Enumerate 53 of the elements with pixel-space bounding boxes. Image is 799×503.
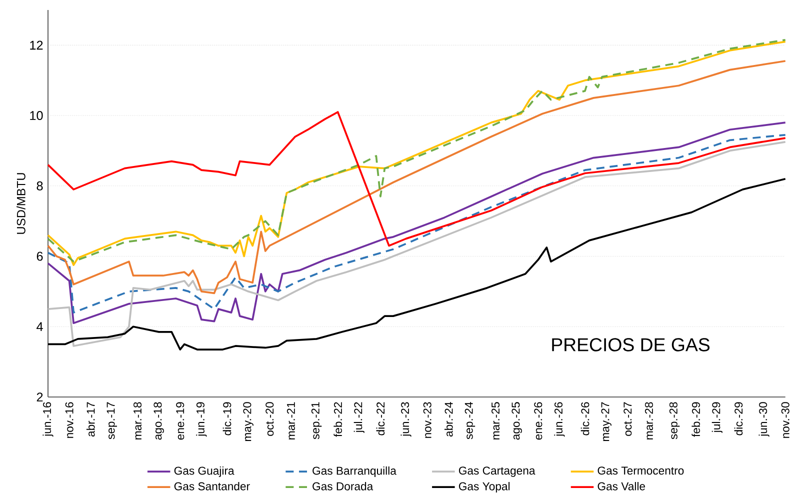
line-series (47, 60, 786, 294)
x-tick-label: ene.-19 (176, 402, 184, 440)
x-tick-label: mar.-28 (644, 402, 653, 440)
x-tick-label: jun.-26 (554, 402, 565, 437)
legend-label: Gas Termocentro (598, 466, 684, 475)
y-tick-label: 2 (36, 392, 43, 402)
legend-label: Gas Valle (598, 482, 646, 490)
x-tick-label: mar.-25 (492, 402, 500, 440)
x-tick-label: feb.-22 (334, 402, 342, 437)
x-tick-label: nov.-30 (781, 402, 790, 438)
x-tick-label: ago.-25 (512, 402, 522, 440)
x-tick-label: jul.-22 (354, 402, 364, 433)
x-tick-label: sep.-17 (106, 402, 117, 440)
y-tick-label: 10 (30, 111, 43, 120)
line-series (47, 178, 786, 350)
legend-label: Gas Santander (174, 482, 250, 490)
x-tick-label: may.-20 (243, 402, 254, 442)
x-tick-label: nov.-16 (65, 402, 74, 438)
annotation: PRECIOS DE GAS (552, 338, 710, 352)
legend-label: Gas Barranquilla (312, 466, 396, 478)
legend-label: Gas Guajira (174, 466, 234, 478)
x-tick-label: sep.-28 (669, 402, 680, 440)
x-tick-label: jun.-16 (42, 402, 54, 437)
legend-label: Gas Dorada (312, 482, 374, 490)
x-tick-label: ago.-18 (154, 402, 164, 440)
x-tick-label: sep.-24 (464, 402, 476, 440)
x-tick-label: sep.-21 (311, 402, 322, 440)
x-tick-label: oct.-27 (624, 402, 632, 436)
x-tick-label: nov.-23 (423, 402, 432, 438)
x-tick-label: jun.-30 (758, 402, 770, 437)
y-tick-label: 8 (36, 181, 43, 190)
x-tick-label: dic.-26 (580, 402, 590, 436)
x-tick-label: mar.-21 (286, 402, 295, 440)
x-tick-label: jun.-23 (400, 402, 412, 437)
x-tick-label: dic.-19 (222, 402, 232, 436)
x-tick-label: abr.-24 (444, 402, 453, 437)
y-tick-label: 4 (36, 322, 43, 331)
x-tick-label: jul.-29 (712, 402, 722, 433)
legend-label: Gas Yopal (458, 482, 510, 493)
x-tick-label: abr.-17 (86, 402, 95, 437)
x-tick-label: oct.-20 (266, 402, 274, 436)
x-tick-label: mar.-18 (134, 402, 142, 440)
legend-label: Gas Cartagena (458, 466, 536, 477)
y-tick-label: 12 (30, 40, 43, 50)
x-tick-label: dic.-22 (376, 402, 385, 436)
x-tick-label: feb.-29 (692, 402, 700, 437)
y-tick-label: 6 (36, 252, 43, 261)
line-series (47, 111, 786, 247)
x-tick-label: jun.-19 (196, 402, 207, 437)
x-tick-label: may.-27 (601, 402, 612, 442)
x-tick-label: dic.-29 (734, 402, 743, 436)
y-axis-title: USD/MBTU (16, 173, 26, 234)
x-tick-label: ene.-26 (534, 402, 542, 440)
